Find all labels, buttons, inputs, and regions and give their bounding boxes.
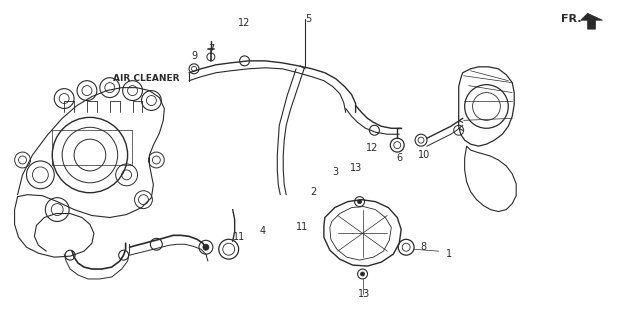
Circle shape	[361, 272, 365, 276]
Circle shape	[358, 200, 361, 204]
Text: 12: 12	[238, 18, 251, 28]
Circle shape	[203, 244, 209, 250]
Text: 13: 13	[350, 163, 361, 173]
Text: 3: 3	[333, 167, 339, 177]
Text: 11: 11	[296, 222, 308, 232]
Text: 2: 2	[310, 187, 316, 197]
Text: 12: 12	[366, 143, 379, 153]
Text: 8: 8	[420, 242, 426, 252]
Text: 4: 4	[260, 226, 266, 236]
Text: 9: 9	[191, 51, 197, 61]
Text: 13: 13	[358, 289, 371, 299]
Text: 1: 1	[446, 249, 452, 259]
Text: 7: 7	[208, 44, 214, 54]
Text: 10: 10	[418, 150, 430, 160]
Polygon shape	[581, 13, 602, 29]
Text: 6: 6	[396, 153, 402, 163]
Text: 11: 11	[232, 232, 245, 242]
Text: 5: 5	[305, 14, 311, 24]
Text: FR.: FR.	[561, 14, 582, 24]
Text: AIR CLEANER: AIR CLEANER	[113, 74, 179, 83]
